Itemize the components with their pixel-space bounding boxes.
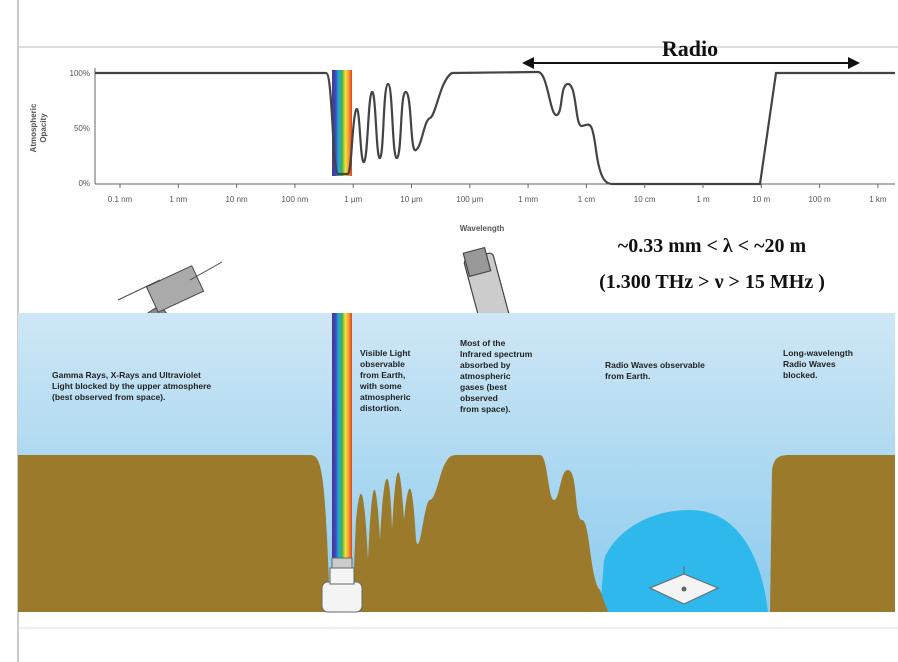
panel-text: atmospheric [360,392,411,402]
range-frequency: (1.300 THz > ν > 15 MHz ) [599,271,825,293]
range-wavelength: ~0.33 mm < λ < ~20 m [618,235,807,257]
panel-text: from Earth. [605,371,650,381]
y-tick-label: 0% [78,179,90,188]
panel-text: with some [359,381,402,391]
panel-text: observable [360,359,405,369]
radio-title: Radio [662,36,718,61]
panel-text: from space). [460,404,511,414]
panel-text: from Earth, [360,370,405,380]
panel-text: gases (best [460,382,507,392]
ground [18,455,330,612]
panel-text: Light blocked by the upper atmosphere [52,381,211,391]
x-tick-label: 1 km [869,195,887,204]
x-tick-label: 10 nm [225,195,248,204]
panel-text: Visible Light [360,348,411,358]
x-tick-label: 1 nm [169,195,187,204]
x-axis-label: Wavelength [460,224,505,233]
x-tick-label: 100 μm [456,195,483,204]
panel-text: Long-wavelength [783,348,853,358]
x-tick-label: 0.1 nm [108,195,133,204]
y-axis-label-line: Opacity [39,113,48,143]
x-tick-label: 10 cm [634,195,656,204]
panel-text: observed [460,393,498,403]
panel-text: Most of the [460,338,506,348]
x-tick-label: 100 nm [282,195,309,204]
x-tick-label: 1 μm [344,195,362,204]
x-tick-label: 1 cm [578,195,596,204]
x-tick-label: 1 mm [518,195,538,204]
y-axis-label-line: Atmospheric [29,103,38,152]
panel-text: distortion. [360,403,402,413]
panel-text: absorbed by [460,360,511,370]
y-tick-label: 50% [74,124,90,133]
panel-text: atmospheric [460,371,511,381]
ground [770,455,895,612]
opacity-curve [95,72,895,184]
x-tick-label: 10 μm [400,195,423,204]
panel-text: Radio Waves [783,359,836,369]
page: 100% 50% 0% 0.1 nm 1 nm 10 nm 100 nm 1 μm 10 μm… [0,0,898,662]
panel-text: (best observed from space). [52,392,165,402]
panel-text: blocked. [783,370,817,380]
panel-text: Radio Waves observable [605,360,705,370]
x-tick-label: 10 m [752,195,770,204]
panel-text: Infrared spectrum [460,349,533,359]
x-tick-label: 1 m [696,195,710,204]
visible-beam [332,313,352,593]
panel-text: Gamma Rays, X-Rays and Ultraviolet [52,370,201,380]
y-axis-label: AtmosphericOpacity [29,103,48,152]
y-tick-label: 100% [70,69,90,78]
x-tick-label: 100 m [808,195,831,204]
